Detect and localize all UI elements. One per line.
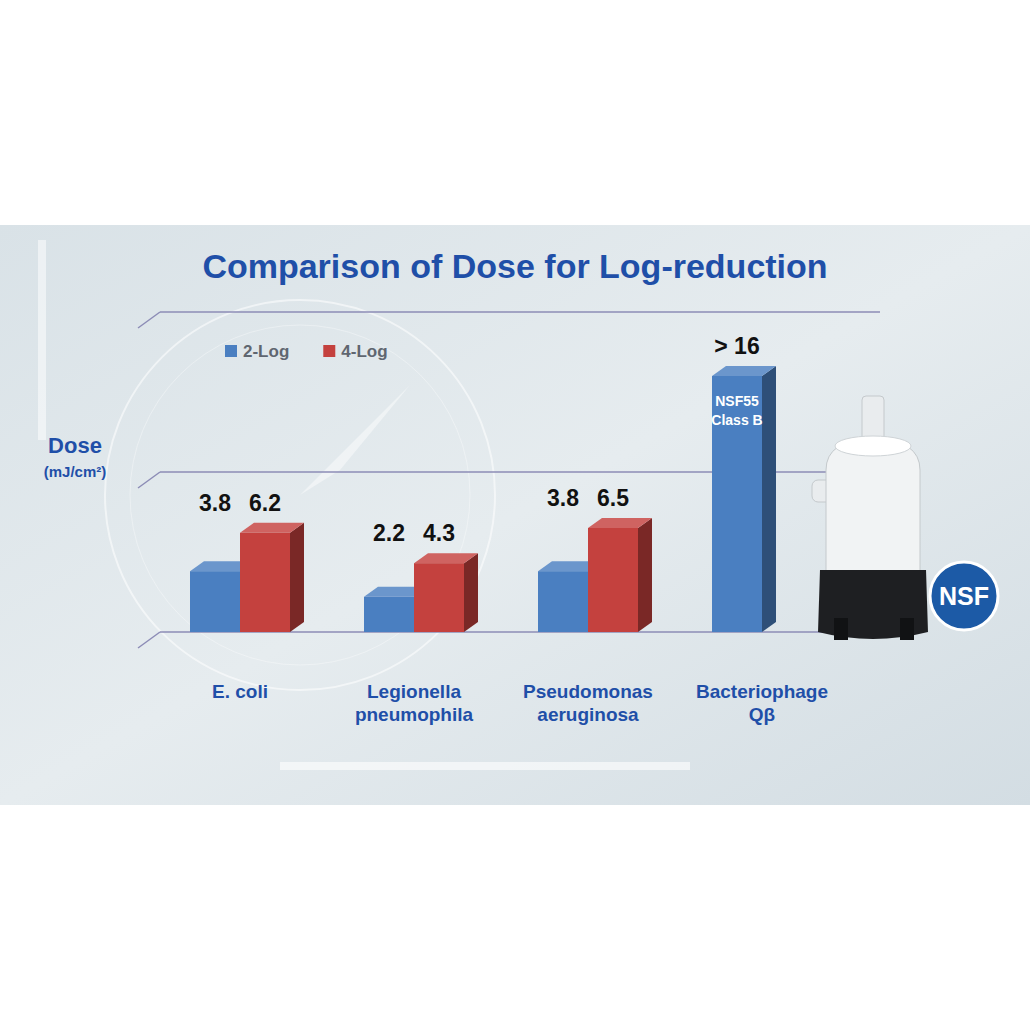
device-base xyxy=(818,570,928,639)
data-label: 3.8 xyxy=(199,490,231,516)
bar-top xyxy=(414,553,478,563)
device-cap xyxy=(835,436,911,456)
deco-bar xyxy=(38,240,46,440)
legend-swatch xyxy=(225,345,237,357)
device-foot xyxy=(900,618,914,640)
deco-needle xyxy=(300,385,410,495)
y-axis-title-line: Dose xyxy=(48,433,102,458)
annotation-line: NSF55 xyxy=(715,393,759,409)
title: Comparison of Dose for Log-reduction xyxy=(202,247,827,285)
y-axis-title-line: (mJ/cm²) xyxy=(44,463,107,480)
category-label: E. coli xyxy=(212,681,268,702)
bar xyxy=(712,376,762,632)
bar-top xyxy=(712,366,776,376)
data-label: 4.3 xyxy=(423,520,455,546)
data-label: 2.2 xyxy=(373,520,405,546)
category-label-line: Bacteriophage xyxy=(696,681,828,702)
bar-side xyxy=(290,523,304,632)
bar-side xyxy=(762,366,776,632)
bar-3d xyxy=(240,523,304,632)
legend-label: 2-Log xyxy=(243,342,289,361)
category-label-line: pneumophila xyxy=(355,704,474,725)
bar-top xyxy=(240,523,304,533)
panel-bg xyxy=(0,225,1030,805)
legend-label: 4-Log xyxy=(341,342,387,361)
deco-circle xyxy=(130,325,470,665)
chart-root: Comparison of Dose for Log-reduction Dose… xyxy=(0,0,1030,1030)
legend-swatch xyxy=(323,345,335,357)
device-foot xyxy=(834,618,848,640)
bar xyxy=(588,528,638,632)
nsf-logo xyxy=(930,562,998,630)
grid-line-perspective xyxy=(138,472,160,488)
bars xyxy=(190,366,776,632)
bar xyxy=(414,563,464,632)
bar-top xyxy=(588,518,652,528)
bar xyxy=(538,571,588,632)
device-body xyxy=(826,438,920,572)
category-label: Legionellapneumophila xyxy=(355,681,474,725)
y-axis-title: Dose (mJ/cm²) xyxy=(44,433,107,480)
data-label: 3.8 xyxy=(547,485,579,511)
nsf-logo-text: NSF xyxy=(939,582,989,610)
bar xyxy=(364,597,414,632)
data-label: 6.5 xyxy=(597,485,629,511)
category-label: BacteriophageQβ xyxy=(696,681,828,725)
grid-line xyxy=(160,311,880,313)
category-label-line: Legionella xyxy=(367,681,461,702)
bar-3d xyxy=(712,366,776,632)
annotation-line: Class B xyxy=(711,412,762,428)
bar-side xyxy=(638,518,652,632)
category-label-line: Pseudomonas xyxy=(523,681,653,702)
deco-bar xyxy=(280,762,690,770)
data-label: > 16 xyxy=(714,333,759,359)
category-label: Pseudomonasaeruginosa xyxy=(523,681,653,725)
product-illustration xyxy=(812,396,928,640)
annotation: NSF55 Class B xyxy=(711,393,762,428)
grid-line-perspective xyxy=(138,312,160,328)
bar-3d xyxy=(588,518,652,632)
bar xyxy=(240,533,290,632)
grid-line-perspective xyxy=(138,632,160,648)
page-bg xyxy=(0,0,1030,1030)
bar xyxy=(190,571,240,632)
category-label-line: Qβ xyxy=(749,704,775,725)
category-label-line: aeruginosa xyxy=(537,704,639,725)
data-label: 6.2 xyxy=(249,490,281,516)
bar-side xyxy=(464,553,478,632)
bar-3d xyxy=(414,553,478,632)
